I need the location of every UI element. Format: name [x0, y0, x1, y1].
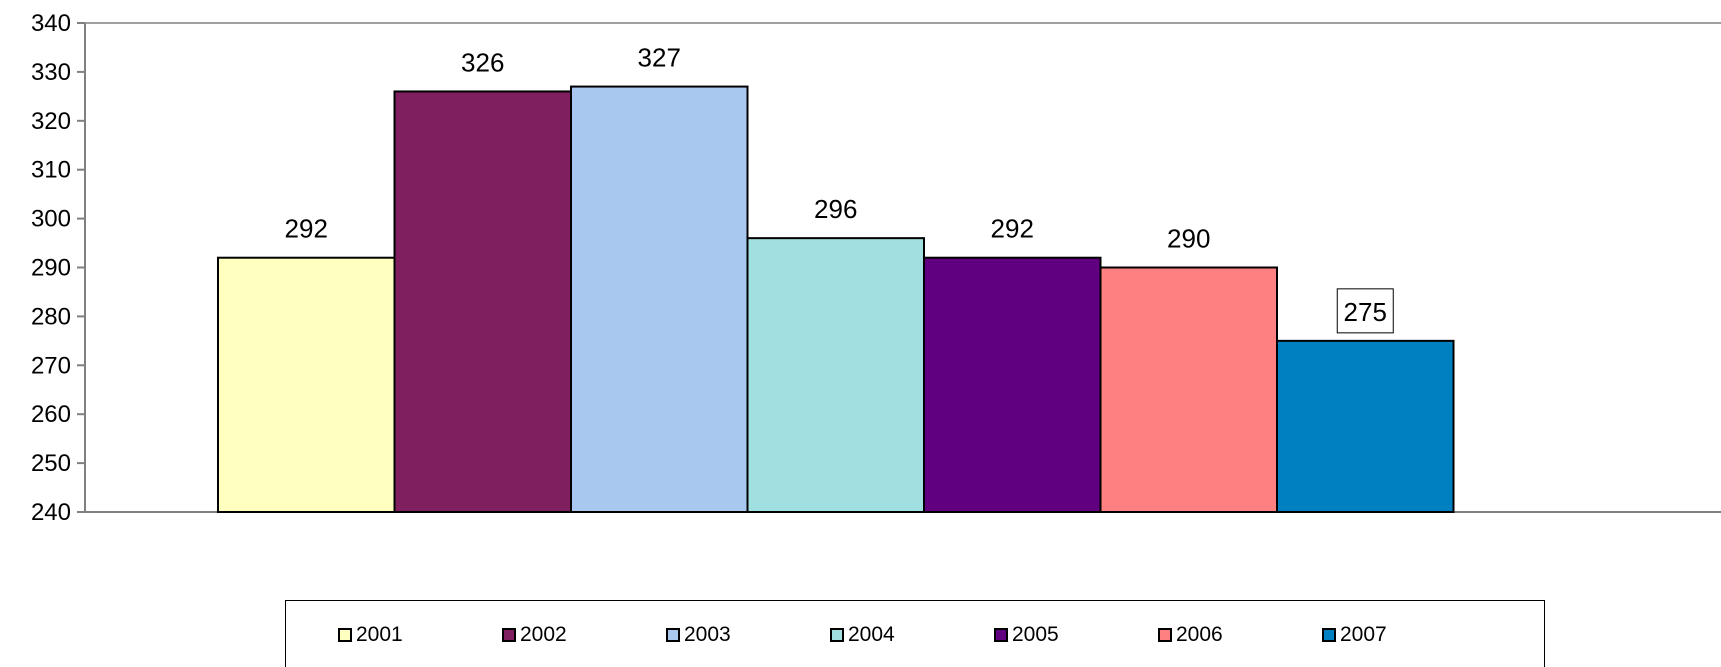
y-tick-label: 300 — [31, 206, 71, 233]
legend-swatch — [502, 628, 516, 642]
legend-item-2007: 2007 — [1322, 623, 1387, 646]
chart-legend: 2001 2002 2003 2004 2005 2006 2007 — [285, 600, 1545, 667]
y-tick-label: 310 — [31, 157, 71, 184]
legend-label: 2007 — [1340, 623, 1387, 646]
data-label-2004: 296 — [814, 194, 857, 224]
legend-item-2002: 2002 — [502, 623, 567, 646]
data-label-2001: 292 — [285, 214, 328, 244]
data-label-2005: 292 — [991, 214, 1034, 244]
chart-bars — [217, 85, 1455, 514]
data-label-2006: 290 — [1167, 224, 1210, 254]
legend-label: 2002 — [520, 623, 567, 646]
y-tick-label: 320 — [31, 108, 71, 135]
legend-swatch — [994, 628, 1008, 642]
legend-label: 2004 — [848, 623, 895, 646]
legend-label: 2006 — [1176, 623, 1223, 646]
legend-item-2001: 2001 — [338, 623, 403, 646]
legend-swatch — [830, 628, 844, 642]
bar-2004 — [746, 237, 925, 513]
y-tick-label: 270 — [31, 352, 71, 379]
legend-item-2003: 2003 — [666, 623, 731, 646]
data-label-box — [1336, 288, 1394, 334]
data-label-2002: 326 — [461, 47, 504, 77]
chart-data-labels: 292 326 327 296 292 290 275 — [285, 43, 1394, 334]
legend-label: 2001 — [356, 623, 403, 646]
bar-2002 — [393, 90, 572, 514]
legend-swatch — [666, 628, 680, 642]
data-label-2003: 327 — [638, 43, 681, 73]
legend-item-2005: 2005 — [994, 623, 1059, 646]
data-label-2007: 275 — [1344, 297, 1387, 327]
y-tick-label: 340 — [31, 10, 71, 37]
bar-2001 — [217, 256, 396, 513]
legend-item-2004: 2004 — [830, 623, 895, 646]
legend-swatch — [1322, 628, 1336, 642]
y-tick-label: 250 — [31, 450, 71, 477]
y-tick-label: 260 — [31, 401, 71, 428]
bar-2003 — [570, 85, 749, 513]
legend-label: 2005 — [1012, 623, 1059, 646]
y-tick-label: 240 — [31, 499, 71, 526]
legend-label: 2003 — [684, 623, 731, 646]
legend-swatch — [338, 628, 352, 642]
y-tick-label: 280 — [31, 303, 71, 330]
bar-2006 — [1099, 266, 1278, 513]
y-tick-label: 290 — [31, 255, 71, 282]
legend-item-2006: 2006 — [1158, 623, 1223, 646]
bar-2005 — [923, 256, 1102, 513]
y-tick-label: 330 — [31, 59, 71, 86]
legend-swatch — [1158, 628, 1172, 642]
bar-2007 — [1276, 339, 1455, 513]
